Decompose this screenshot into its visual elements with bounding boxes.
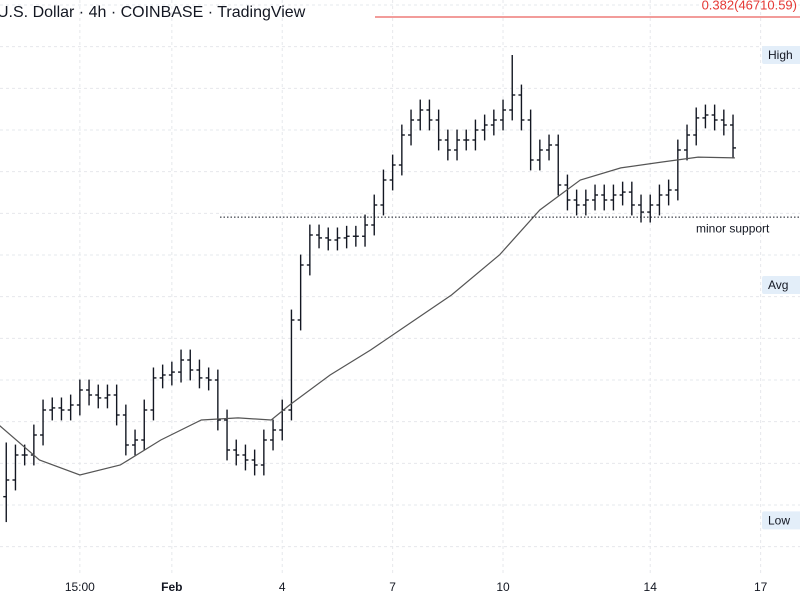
x-tick-label: 14	[644, 580, 658, 594]
x-tick-label: 4	[279, 580, 286, 594]
price-label-box	[762, 511, 800, 530]
level-label: 0.382(46710.59)	[702, 0, 797, 12]
x-tick-label: 15:00	[65, 580, 95, 594]
x-tick-label: 7	[389, 580, 396, 594]
x-tick-label: 10	[496, 580, 510, 594]
price-label-box	[762, 276, 800, 294]
level-label: minor support	[696, 221, 770, 235]
price-label: Avg	[768, 278, 788, 292]
x-tick-label: Feb	[161, 580, 182, 594]
price-label-box	[762, 46, 800, 64]
price-label: Low	[768, 514, 790, 528]
x-tick-label: 17	[754, 580, 768, 594]
moving-average	[0, 156, 735, 476]
chart-title: U.S. Dollar · 4h · COINBASE · TradingVie…	[0, 4, 306, 21]
price-label: High	[768, 48, 793, 62]
